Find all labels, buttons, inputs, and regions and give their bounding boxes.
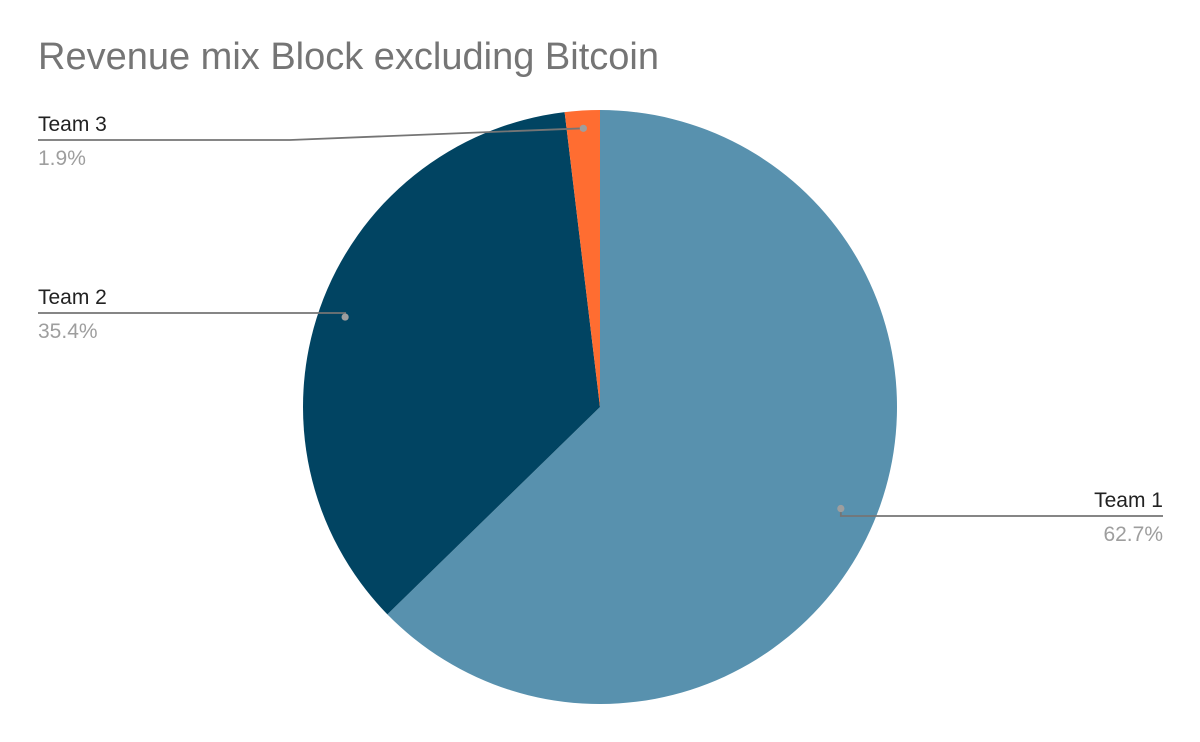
- leader-line-team-2: [38, 312, 347, 318]
- slices-layer: [303, 110, 898, 704]
- slice-value-team-1: 62.7%: [1103, 523, 1163, 546]
- chart-title: Revenue mix Block excluding Bitcoin: [38, 36, 659, 78]
- slice-label-team-1: Team 1: [1094, 489, 1163, 512]
- leader-dot-team-1: [837, 504, 845, 513]
- leader-dot-team-2: [341, 313, 349, 321]
- slice-value-team-3: 1.9%: [38, 147, 86, 170]
- slice-value-team-2: 35.4%: [38, 320, 98, 343]
- pie-slice-team-3: [564, 110, 600, 407]
- labels-layer: Team 1 62.7% Team 2 35.4% Team 3 1.9%: [38, 113, 1163, 546]
- leader-line-team-3: [38, 127, 584, 141]
- pie-slice-team-1: [387, 110, 898, 704]
- pie-slice-team-2: [303, 112, 600, 615]
- leader-dot-team-3: [579, 124, 587, 132]
- slice-label-team-3: Team 3: [38, 113, 107, 136]
- slice-label-team-2: Team 2: [38, 286, 107, 309]
